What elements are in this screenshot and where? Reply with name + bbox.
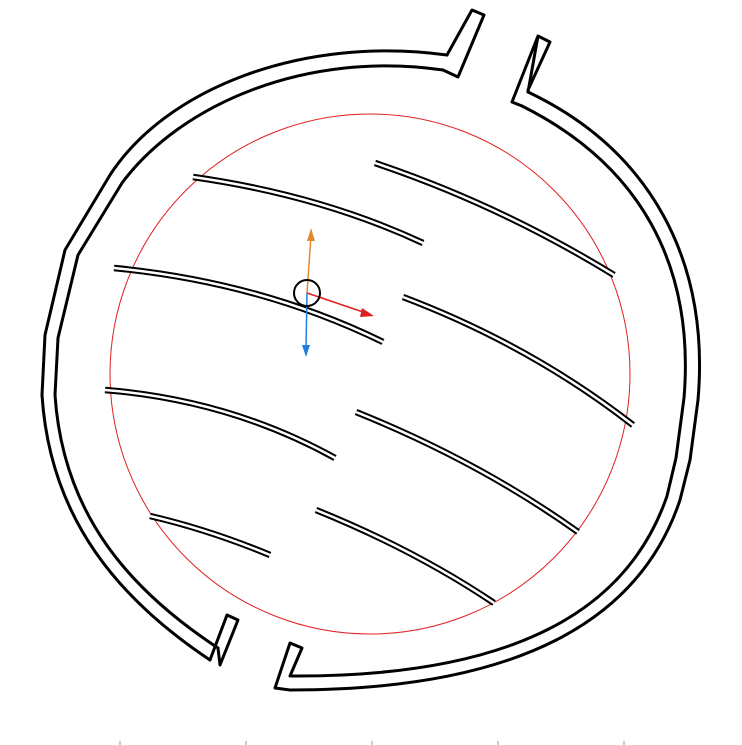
gizmo-y-arrowhead[interactable] [307,228,315,241]
slat-4[interactable] [401,293,635,428]
gizmo-z-arrowhead[interactable] [302,345,310,357]
slat-7[interactable] [149,512,272,559]
slat-8[interactable] [314,506,496,606]
gizmo-x-axis[interactable] [306,292,367,314]
slat-2[interactable] [373,159,616,278]
slat-5[interactable] [104,386,337,461]
transform-gizmo[interactable] [293,228,374,357]
circle-pivot-icon[interactable] [293,279,321,307]
wall-tab-top-left[interactable] [441,8,486,79]
slat-6[interactable] [354,408,580,535]
slat-3[interactable] [113,264,385,345]
gizmo-x-arrowhead[interactable] [360,308,374,317]
outer-wall-left[interactable] [40,49,449,662]
wall-tab-bottom-left[interactable] [208,613,240,667]
gizmo-y-axis[interactable] [306,235,312,294]
reference-circle [109,113,631,635]
wall-tab-bottom-right[interactable] [273,641,304,692]
gizmo-z-axis[interactable] [305,292,308,349]
wall-tab-top-right[interactable] [510,34,552,108]
outer-wall-right[interactable] [288,90,701,692]
bottom-ruler [119,741,625,745]
slat-1[interactable] [192,173,425,246]
